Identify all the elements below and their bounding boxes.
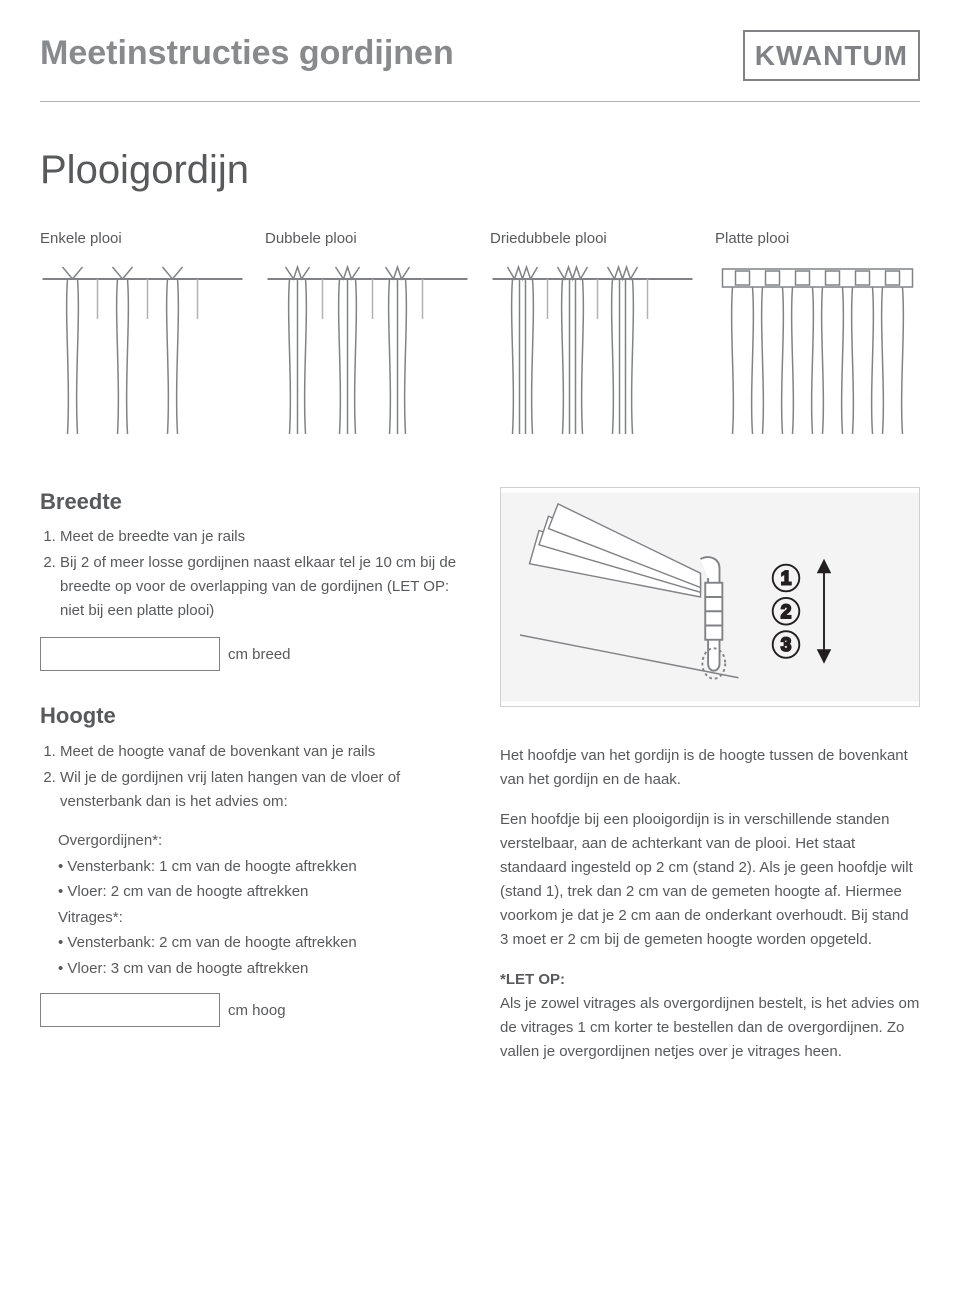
letop-title: *LET OP:	[500, 971, 565, 988]
pleat-platte: Platte plooi	[715, 228, 920, 446]
header: Meetinstructies gordijnen KWANTUM	[40, 30, 920, 81]
enkele-plooi-icon	[40, 259, 245, 439]
overgordijnen-label: Overgordijnen*:	[58, 828, 460, 854]
pleat-driedubbele: Driedubbele plooi	[490, 228, 695, 446]
letop-body: Als je zowel vitrages als overgordijnen …	[500, 995, 919, 1060]
hoogte-title: Hoogte	[40, 701, 460, 732]
hoogte-step: Meet de hoogte vanaf de bovenkant van je…	[60, 740, 460, 764]
vitrages-bullet: • Vloer: 3 cm van de hoogte aftrekken	[58, 956, 460, 982]
header-divider	[40, 101, 920, 102]
breedte-input[interactable]	[40, 637, 220, 671]
pleat-label: Platte plooi	[715, 228, 920, 249]
breedte-step: Meet de breedte van je rails	[60, 525, 460, 549]
pleat-enkele: Enkele plooi	[40, 228, 245, 446]
pleat-types-row: Enkele plooi Dubbele plooi	[40, 228, 920, 446]
pleat-label: Driedubbele plooi	[490, 228, 695, 249]
brand-logo: KWANTUM	[743, 30, 920, 81]
pleat-label: Dubbele plooi	[265, 228, 470, 249]
hoogte-step: Wil je de gordijnen vrij laten hangen va…	[60, 766, 460, 814]
page-title: Meetinstructies gordijnen	[40, 30, 454, 78]
breedte-input-row: cm breed	[40, 637, 460, 671]
pleat-dubbele: Dubbele plooi	[265, 228, 470, 446]
vitrages-label: Vitrages*:	[58, 905, 460, 931]
breedte-step: Bij 2 of meer losse gordijnen naast elka…	[60, 551, 460, 623]
breedte-input-label: cm breed	[228, 644, 291, 665]
letop-block: *LET OP: Als je zowel vitrages als overg…	[500, 968, 920, 1064]
pleat-label: Enkele plooi	[40, 228, 245, 249]
right-column: 1 2 3 Het hoofdje van het gordijn is de …	[500, 487, 920, 1080]
level-2-label: 2	[781, 601, 792, 622]
overgordijnen-bullet: • Vensterbank: 1 cm van de hoogte aftrek…	[58, 854, 460, 880]
hoogte-input-label: cm hoog	[228, 1000, 286, 1021]
hoogte-steps: Meet de hoogte vanaf de bovenkant van je…	[40, 740, 460, 814]
content-row: Breedte Meet de breedte van je rails Bij…	[40, 487, 920, 1080]
right-para-1: Het hoofdje van het gordijn is de hoogte…	[500, 744, 920, 792]
dubbele-plooi-icon	[265, 259, 470, 439]
hoofdje-diagram-icon: 1 2 3	[500, 487, 920, 707]
driedubbele-plooi-icon	[490, 259, 695, 439]
breedte-title: Breedte	[40, 487, 460, 518]
hoogte-advice: Overgordijnen*: • Vensterbank: 1 cm van …	[40, 828, 460, 981]
platte-plooi-icon	[715, 259, 920, 439]
level-1-label: 1	[781, 568, 792, 589]
left-column: Breedte Meet de breedte van je rails Bij…	[40, 487, 460, 1080]
hoogte-input-row: cm hoog	[40, 993, 460, 1027]
hook-figure-wrap: 1 2 3	[500, 487, 920, 714]
subtitle: Plooigordijn	[40, 142, 920, 198]
breedte-steps: Meet de breedte van je rails Bij 2 of me…	[40, 525, 460, 623]
overgordijnen-bullet: • Vloer: 2 cm van de hoogte aftrekken	[58, 879, 460, 905]
level-3-label: 3	[781, 635, 792, 656]
hoogte-input[interactable]	[40, 993, 220, 1027]
right-para-2: Een hoofdje bij een plooigordijn is in v…	[500, 808, 920, 952]
vitrages-bullet: • Vensterbank: 2 cm van de hoogte aftrek…	[58, 930, 460, 956]
